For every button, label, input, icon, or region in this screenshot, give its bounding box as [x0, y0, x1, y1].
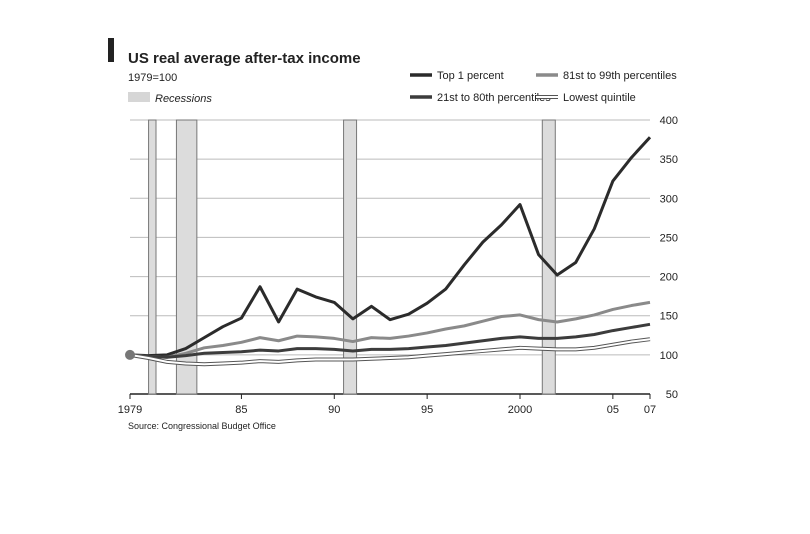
x-tick-label-90: 90	[328, 404, 340, 416]
title-marker	[108, 38, 114, 62]
grid	[130, 119, 650, 395]
recession-bands	[148, 119, 556, 395]
x-tick-label-1979: 1979	[118, 404, 142, 416]
y-tick-label-150: 150	[660, 311, 678, 323]
series-group	[125, 136, 652, 367]
y-tick-label-100: 100	[660, 350, 678, 362]
chart-subtitle: 1979=100	[128, 72, 177, 84]
y-tick-label-50: 50	[666, 389, 678, 401]
y-tick-label-200: 200	[660, 272, 678, 284]
recession-band-2	[175, 119, 198, 395]
recession-band-4	[541, 119, 556, 395]
series-3-line	[129, 322, 651, 359]
x-tick-label-07: 07	[644, 404, 656, 416]
x-tick-label-95: 95	[421, 404, 433, 416]
legend-series-4-label: Lowest quintile	[563, 92, 636, 104]
legend: Recessions Top 1 percent 81st to 99th per…	[128, 70, 677, 105]
x-tick-label-2000: 2000	[508, 404, 532, 416]
y-tick-label-250: 250	[660, 232, 678, 244]
source-note: Source: Congressional Budget Office	[128, 421, 276, 431]
series-4-line	[129, 338, 651, 366]
legend-series-2-label: 81st to 99th percentiles	[563, 70, 677, 82]
recession-legend-swatch	[128, 92, 150, 102]
recession-legend-label: Recessions	[155, 93, 212, 105]
recession-band-3	[343, 119, 358, 395]
y-tick-label-400: 400	[660, 115, 678, 127]
y-tick-label-350: 350	[660, 154, 678, 166]
y-axis: 50 100 150 200 250 300 350 400	[660, 115, 678, 401]
series-2-line	[129, 300, 651, 359]
base-point-marker	[125, 349, 135, 360]
y-tick-label-300: 300	[660, 193, 678, 205]
x-axis: 1979 85 90 95 2000 05 07	[118, 394, 656, 416]
x-tick-label-05: 05	[607, 404, 619, 416]
series-1-line	[129, 136, 652, 358]
legend-series-3-label: 21st to 80th percentiles	[437, 92, 551, 104]
x-tick-label-85: 85	[235, 404, 247, 416]
legend-series-1-label: Top 1 percent	[437, 70, 504, 82]
chart-title: US real average after-tax income	[128, 50, 361, 67]
recession-band-1	[148, 119, 157, 395]
